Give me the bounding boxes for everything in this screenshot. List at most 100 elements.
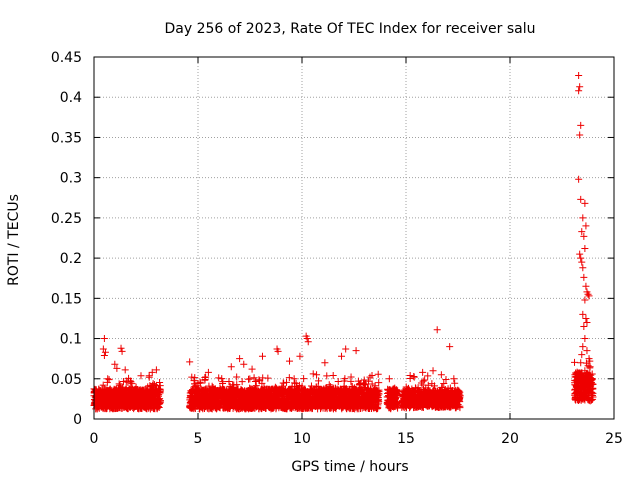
data-point bbox=[578, 351, 586, 359]
data-point bbox=[104, 375, 112, 383]
y-tick-label: 0.4 bbox=[60, 90, 82, 106]
data-points bbox=[90, 72, 597, 413]
data-point bbox=[583, 318, 591, 326]
x-tick-label: 10 bbox=[293, 431, 311, 447]
y-tick-label: 0 bbox=[73, 412, 82, 428]
data-point bbox=[100, 335, 108, 343]
data-point bbox=[99, 381, 107, 389]
data-point bbox=[236, 355, 244, 363]
data-point bbox=[255, 376, 263, 384]
data-point bbox=[347, 373, 355, 381]
x-tick-label: 25 bbox=[605, 431, 623, 447]
data-point bbox=[233, 373, 241, 381]
x-axis-title: GPS time / hours bbox=[291, 459, 408, 475]
data-point bbox=[450, 375, 458, 383]
x-tick-label: 20 bbox=[501, 431, 519, 447]
data-point bbox=[329, 372, 337, 380]
data-point bbox=[577, 195, 585, 203]
data-point bbox=[238, 378, 246, 386]
data-point bbox=[100, 351, 108, 359]
data-point bbox=[156, 397, 164, 405]
chart-title: Day 256 of 2023, Rate Of TEC Index for r… bbox=[164, 21, 535, 37]
grid bbox=[94, 57, 614, 419]
data-point bbox=[581, 296, 589, 304]
data-point bbox=[579, 214, 587, 222]
data-point bbox=[575, 87, 583, 95]
data-point bbox=[157, 386, 165, 394]
data-point bbox=[127, 378, 135, 386]
data-point bbox=[419, 368, 427, 376]
data-point bbox=[437, 371, 445, 379]
data-point bbox=[309, 370, 317, 378]
axis-ticks bbox=[93, 56, 615, 420]
data-point bbox=[118, 347, 126, 355]
data-point bbox=[579, 264, 587, 272]
y-tick-label: 0.3 bbox=[60, 171, 82, 187]
data-point bbox=[342, 345, 350, 353]
data-point bbox=[117, 344, 125, 352]
data-point bbox=[352, 347, 360, 355]
data-point bbox=[149, 380, 157, 388]
data-point bbox=[581, 199, 589, 207]
data-point bbox=[225, 378, 233, 386]
data-point bbox=[571, 358, 579, 366]
data-point bbox=[196, 379, 204, 387]
y-axis-title: ROTI / TECUs bbox=[6, 194, 22, 286]
y-tick-label: 0.15 bbox=[51, 291, 82, 307]
data-point bbox=[250, 374, 258, 382]
x-tick-labels: 0 5 10 15 20 25 bbox=[90, 431, 623, 447]
y-tick-label: 0.35 bbox=[51, 130, 82, 146]
data-point bbox=[578, 258, 586, 266]
y-tick-label: 0.45 bbox=[51, 50, 82, 66]
data-point bbox=[323, 372, 331, 380]
y-tick-label: 0.05 bbox=[51, 372, 82, 388]
data-point bbox=[246, 375, 254, 383]
data-point bbox=[202, 373, 210, 381]
data-point bbox=[429, 367, 437, 375]
data-point bbox=[251, 377, 259, 385]
data-point bbox=[156, 379, 164, 387]
data-point bbox=[338, 352, 346, 360]
data-point bbox=[296, 352, 304, 360]
x-tick-label: 15 bbox=[397, 431, 415, 447]
data-point bbox=[576, 83, 584, 91]
data-point bbox=[575, 72, 583, 80]
data-point bbox=[215, 374, 223, 382]
data-point bbox=[321, 359, 329, 367]
data-point bbox=[577, 121, 585, 129]
data-point bbox=[385, 375, 393, 383]
data-point bbox=[580, 273, 588, 281]
data-point bbox=[374, 370, 382, 378]
data-point bbox=[582, 222, 590, 230]
data-point bbox=[446, 343, 454, 351]
data-point bbox=[576, 250, 584, 258]
data-point bbox=[579, 310, 587, 318]
data-point bbox=[577, 254, 585, 262]
data-point bbox=[137, 372, 145, 380]
data-point bbox=[582, 282, 590, 290]
y-tick-label: 0.2 bbox=[60, 251, 82, 267]
data-point bbox=[227, 363, 235, 371]
data-point bbox=[410, 373, 418, 381]
data-point bbox=[145, 373, 153, 381]
data-point bbox=[286, 357, 294, 365]
data-point bbox=[577, 359, 585, 367]
data-point bbox=[248, 365, 256, 373]
plot-frame bbox=[93, 56, 615, 420]
data-point bbox=[579, 343, 587, 351]
data-point bbox=[575, 175, 583, 183]
data-point bbox=[219, 378, 227, 386]
data-point bbox=[313, 371, 321, 379]
data-point bbox=[375, 379, 383, 387]
data-point bbox=[186, 358, 194, 366]
data-point bbox=[240, 360, 248, 368]
data-point bbox=[128, 380, 136, 388]
x-tick-label: 0 bbox=[90, 431, 99, 447]
data-point bbox=[264, 374, 272, 382]
y-tick-labels: 0 0.05 0.1 0.15 0.2 0.25 0.3 0.35 0.4 0.45 bbox=[51, 50, 82, 428]
data-point bbox=[280, 379, 288, 387]
data-point bbox=[218, 375, 226, 383]
data-point bbox=[433, 326, 441, 334]
data-point bbox=[121, 366, 129, 374]
